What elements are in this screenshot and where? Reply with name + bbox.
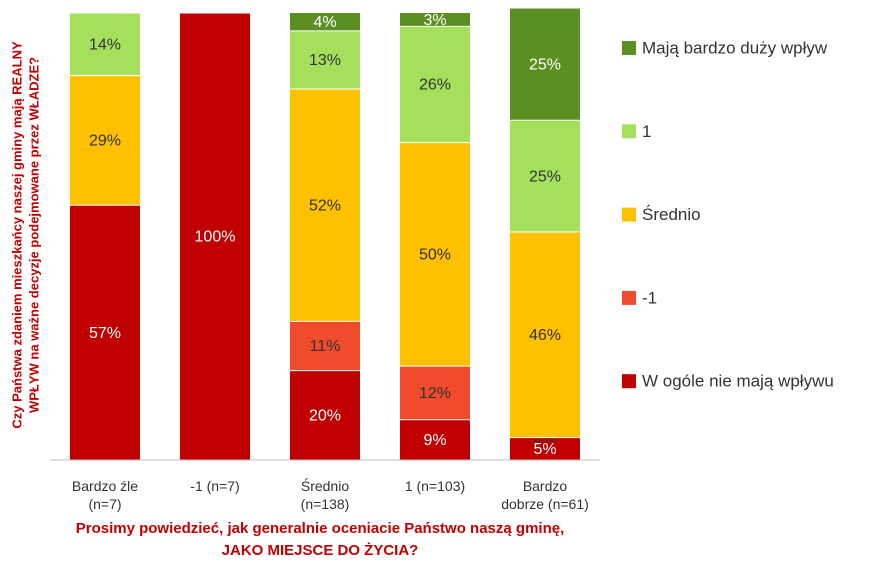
bar-segment [290, 30, 360, 89]
data-label: 4% [313, 14, 336, 31]
x-tick-label: 1 (n=103) [404, 478, 466, 494]
bar-segment [510, 120, 580, 233]
bar-segment [70, 75, 140, 206]
x-axis-title: JAKO MIEJSCE DO ŻYCIA? [221, 542, 419, 559]
legend-swatch [622, 374, 636, 389]
bar-segment [510, 437, 580, 460]
bar-segment [290, 370, 360, 460]
data-label: 46% [529, 327, 561, 344]
legend-label: -1 [642, 288, 657, 307]
data-label: 11% [310, 338, 341, 355]
bar-segment [180, 13, 250, 460]
legend-swatch [622, 124, 636, 139]
bar-segment [400, 419, 470, 460]
bar-segment [510, 232, 580, 438]
bar-segment [290, 13, 360, 31]
x-tick-label: Bardzo źle (n=7) [71, 478, 139, 512]
data-label: 25% [529, 168, 561, 185]
x-tick-label: -1 (n=7) [190, 478, 240, 494]
data-label: 25% [529, 57, 561, 74]
bar-segment [290, 321, 360, 371]
legend-label: 1 [642, 122, 651, 141]
data-label: 12% [419, 385, 451, 402]
data-label: 29% [89, 133, 121, 150]
data-label: 20% [309, 408, 341, 425]
data-label: 13% [309, 52, 341, 69]
data-label: 5% [533, 441, 556, 458]
legend-swatch [622, 207, 636, 222]
x-tick-label: Bardzo dobrze (n=61) [501, 478, 589, 512]
legend-swatch [622, 290, 636, 305]
bar-segment [400, 26, 470, 143]
bar-segment [290, 88, 360, 322]
y-axis-title: WPŁYW na ważne decyzje podejmowane przez… [26, 57, 41, 413]
data-label: 52% [309, 197, 341, 214]
bar-segment [400, 142, 470, 367]
bar-segment [400, 13, 470, 27]
x-axis-title: Prosimy powiedzieć, jak generalnie oceni… [75, 520, 565, 537]
legend-label: Średnio [642, 205, 701, 224]
data-label: 50% [419, 247, 451, 264]
data-label: 3% [423, 12, 446, 29]
data-label: 100% [195, 229, 236, 246]
data-label: 57% [89, 325, 121, 342]
y-axis-title: Czy Państwa zdaniem mieszkańcy naszej gm… [9, 41, 24, 429]
data-label: 14% [89, 37, 121, 54]
x-tick-label: Średnio (n=138) [300, 478, 350, 512]
legend-label: W ogóle nie mają wpływu [642, 372, 834, 391]
legend-swatch [622, 41, 636, 55]
bar-segment [510, 8, 580, 121]
bar-segment [70, 205, 140, 460]
legend-label: Mają bardzo duży wpływ [642, 38, 828, 57]
data-label: 26% [419, 77, 451, 94]
data-label: 9% [423, 432, 446, 449]
bar-segment [70, 13, 140, 76]
bar-segment [400, 366, 470, 420]
